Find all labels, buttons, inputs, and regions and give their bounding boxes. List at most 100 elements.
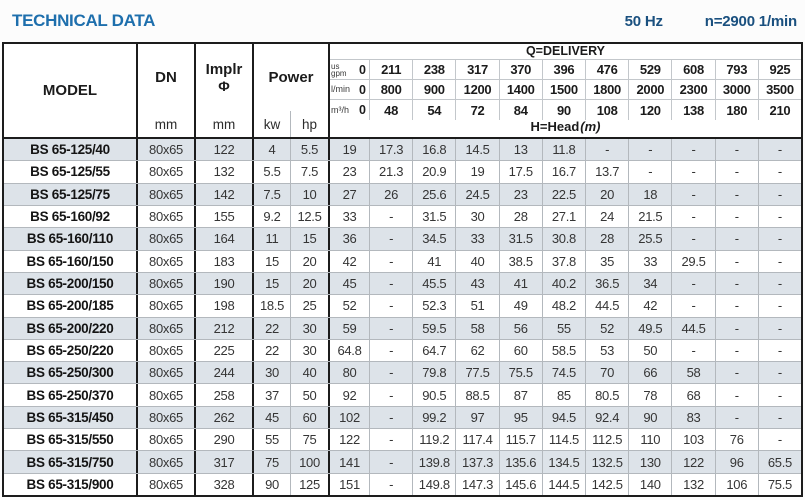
head-cell: -: [672, 228, 716, 250]
unit-zero-value: 0: [359, 62, 366, 77]
kw-cell: 9.2: [254, 205, 291, 228]
dn-cell: 80x65: [138, 339, 196, 362]
page-title: TECHNICAL DATA: [12, 11, 156, 30]
head-cell: 42: [629, 295, 673, 317]
head-cell: 97: [456, 406, 500, 429]
delivery-value: 3500: [766, 82, 794, 97]
unit-label-stacked: us gpm: [331, 62, 347, 77]
delivery-value: 2300: [672, 80, 716, 99]
head-cell: 134.5: [543, 451, 587, 473]
head-cell: 50: [629, 339, 673, 362]
head-cell: -: [777, 209, 782, 225]
table-row: BS 65-125/40 80x65 122 4 5.5 19 17.3 16.8 14.5 13…: [4, 139, 801, 161]
head-cell: -: [370, 406, 414, 429]
delivery-value: 900: [413, 80, 457, 99]
delivery-value: 180: [716, 100, 759, 120]
head-cell: 85: [543, 384, 587, 406]
head-cell: 117.4: [456, 429, 500, 451]
head-cell: 62: [456, 339, 500, 362]
head-cell: 53: [586, 339, 630, 362]
impeller-cell: 290: [196, 429, 254, 451]
delivery-value: 925: [769, 62, 791, 77]
delivery-value: 54: [413, 100, 457, 120]
head-cell: 140: [629, 473, 673, 495]
head-cell: 52: [586, 317, 630, 339]
head-cell: 21.5: [629, 205, 673, 228]
head-title-text: H=Head: [530, 119, 580, 134]
head-cell: 70: [586, 362, 630, 384]
head-cell: -: [777, 276, 782, 292]
dn-cell: 80x65: [138, 406, 196, 429]
impeller-cell: 142: [196, 183, 254, 205]
kw-cell: 90: [254, 473, 291, 495]
head-cell: 33: [330, 205, 370, 228]
model-cell: BS 65-125/40: [4, 139, 138, 161]
hp-cell: 60: [291, 406, 330, 429]
head-cell: 49.5: [629, 317, 673, 339]
head-cell: 132.5: [586, 451, 630, 473]
delivery-value: 238: [413, 60, 457, 79]
head-cell: -: [370, 429, 414, 451]
head-cell: -: [672, 183, 716, 205]
delivery-unit-label-cell: m³/h 0: [330, 100, 370, 120]
head-cell: 103: [672, 429, 716, 451]
head-cell: 34.5: [413, 228, 457, 250]
model-cell: BS 65-250/370: [4, 384, 138, 406]
title-bar: TECHNICAL DATA 50 Hz n=2900 1/min: [12, 8, 797, 34]
dn-cell: 80x65: [138, 205, 196, 228]
delivery-unit-label-cell: l/min 0: [330, 80, 370, 99]
delivery-unit-rows: us gpm 0 211 238 317 370 396 476 529 608 793 925 l/mi…: [330, 60, 801, 120]
head-cell: -: [672, 295, 716, 317]
model-cell: BS 65-125/75: [4, 183, 138, 205]
head-cell: -: [777, 365, 782, 381]
impeller-label: Implr Φ: [196, 44, 252, 111]
column-header-impeller: Implr Φ mm: [196, 44, 254, 137]
kw-cell: 55: [254, 429, 291, 451]
head-cell: -: [716, 228, 759, 250]
head-cell: -: [777, 253, 782, 269]
head-cell: 20.9: [413, 161, 457, 183]
kw-cell: 11: [254, 228, 291, 250]
head-cell: -: [716, 161, 759, 183]
hp-cell: 40: [291, 362, 330, 384]
head-cell: -: [370, 384, 414, 406]
head-cell: -: [629, 139, 673, 161]
head-cell: 115.7: [500, 429, 543, 451]
table-row: BS 65-250/370 80x65 258 37 50 92-90.5 88.5 87 85…: [4, 383, 801, 406]
head-cell: -: [716, 384, 759, 406]
head-cell: 149.8: [413, 473, 457, 495]
head-cell: 43: [456, 272, 500, 295]
hp-cell: 5.5: [291, 139, 330, 161]
head-cell: -: [777, 409, 782, 425]
unit-zero-value: 0: [359, 103, 366, 117]
delivery-header: Q=DELIVERY us gpm 0 211 238 317 370 396 476 529 60…: [330, 44, 801, 137]
impeller-cell: 244: [196, 362, 254, 384]
head-cell: -: [716, 205, 759, 228]
head-cell: -: [716, 183, 759, 205]
head-cell: 68: [672, 384, 716, 406]
delivery-value: 90: [543, 100, 587, 120]
dn-cell: 80x65: [138, 429, 196, 451]
head-cell: 13.7: [586, 161, 630, 183]
head-cell: 141: [330, 451, 370, 473]
model-cell: BS 65-160/92: [4, 205, 138, 228]
delivery-title: Q=DELIVERY: [330, 44, 801, 60]
table-header: MODEL DN mm Implr Φ mm Power kw hp: [4, 44, 801, 139]
head-cell: 56: [500, 317, 543, 339]
delivery-value: 800: [370, 80, 414, 99]
head-cell: -: [777, 164, 782, 180]
head-cell: 96: [716, 451, 759, 473]
technical-data-table: MODEL DN mm Implr Φ mm Power kw hp: [2, 42, 803, 497]
power-label: Power: [268, 69, 314, 86]
head-cell: 17.3: [370, 139, 414, 161]
head-cell: 37.8: [543, 250, 587, 272]
head-cell: 106: [716, 473, 759, 495]
head-cell: 31.5: [500, 228, 543, 250]
head-cell: 36.5: [586, 272, 630, 295]
head-cell: -: [370, 205, 414, 228]
head-cell: 23: [500, 183, 543, 205]
head-cell: 90.5: [413, 384, 457, 406]
model-cell: BS 65-160/110: [4, 228, 138, 250]
impeller-cell: 225: [196, 339, 254, 362]
head-cell: -: [672, 205, 716, 228]
